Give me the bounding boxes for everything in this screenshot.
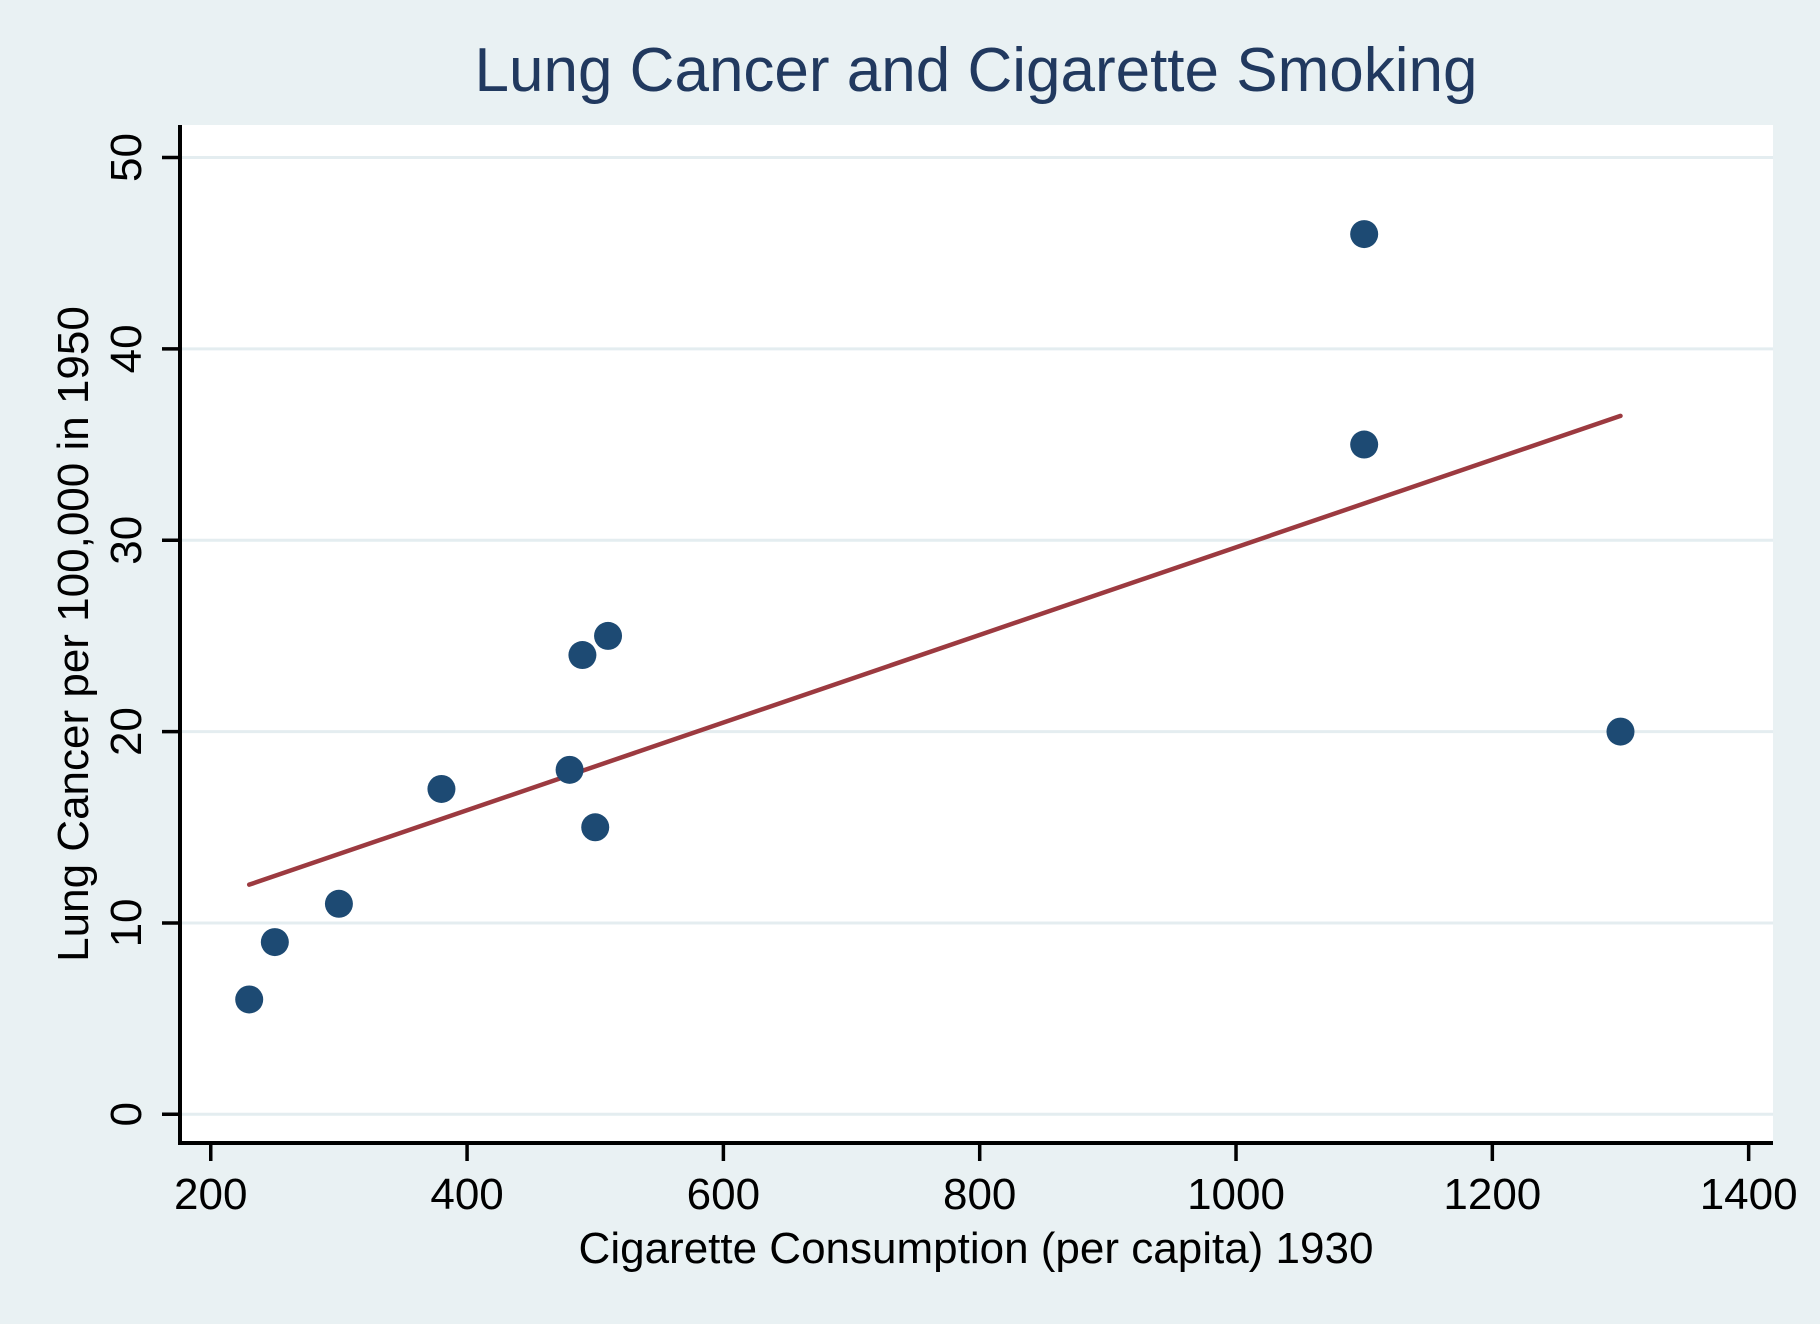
data-point [427, 774, 456, 803]
fit-line [246, 413, 1623, 887]
data-point [1350, 430, 1379, 459]
y-tick-label: 30 [102, 516, 151, 565]
data-point [555, 755, 584, 784]
x-tick-label: 800 [943, 1170, 1016, 1219]
axes-group: 0 10 20 30 40 50 200 400 600 800 1000 1200 1400 [102, 125, 1798, 1219]
data-point [568, 641, 597, 670]
x-tick-label: 1000 [1187, 1170, 1285, 1219]
x-tick-label: 1400 [1700, 1170, 1798, 1219]
data-point [260, 928, 289, 957]
fit-line-group [246, 413, 1623, 887]
chart-title: Lung Cancer and Cigarette Smoking [475, 36, 1478, 105]
data-point [1606, 717, 1635, 746]
data-point [1350, 220, 1379, 249]
y-tick-label: 0 [102, 1102, 151, 1126]
y-axis-title: Lung Cancer per 100,000 in 1950 [49, 306, 98, 962]
data-point [581, 813, 610, 842]
y-tick-label: 20 [102, 707, 151, 756]
x-tick-label: 200 [174, 1170, 247, 1219]
data-point [324, 889, 353, 918]
x-tick-label: 600 [687, 1170, 760, 1219]
data-point [235, 985, 264, 1014]
y-tick-label: 40 [102, 324, 151, 373]
y-tick-label: 50 [102, 133, 151, 182]
x-tick-label: 1200 [1443, 1170, 1541, 1219]
x-axis-title: Cigarette Consumption (per capita) 1930 [579, 1224, 1374, 1273]
x-tick-label: 400 [430, 1170, 503, 1219]
data-points-group [235, 220, 1635, 1014]
y-tick-label: 10 [102, 898, 151, 947]
gridlines [180, 156, 1773, 1116]
data-point [594, 621, 623, 650]
